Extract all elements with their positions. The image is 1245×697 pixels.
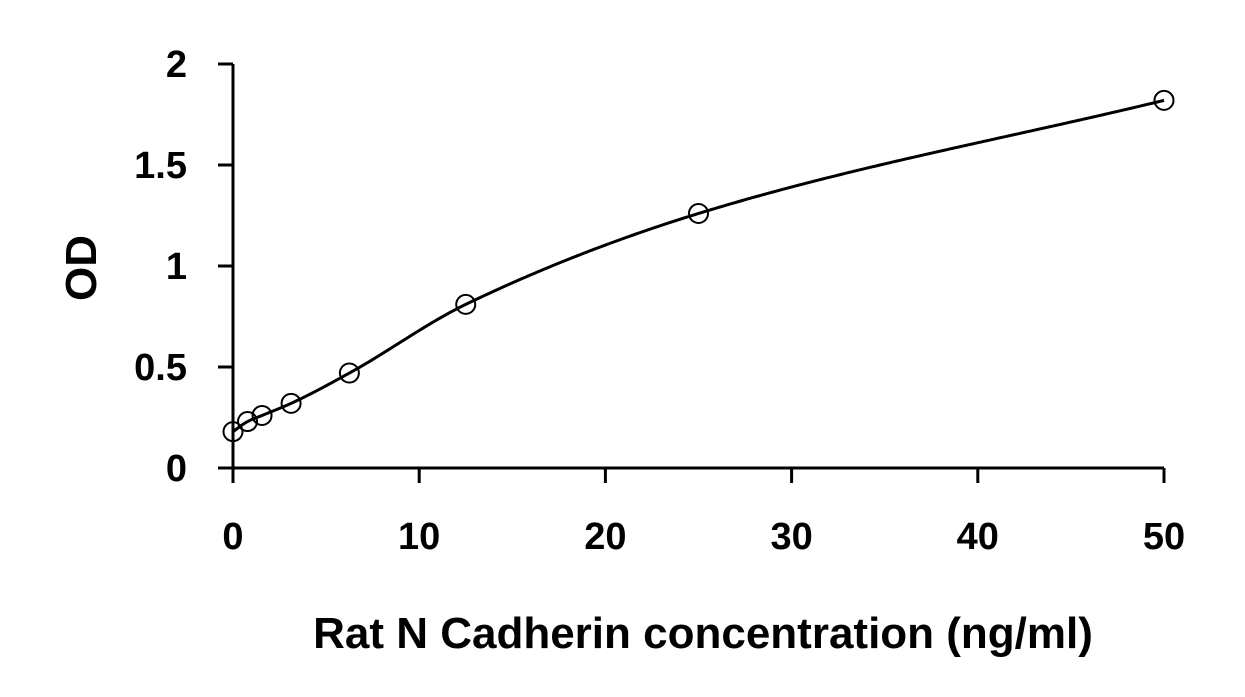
y-tick-label: 2 (166, 44, 187, 86)
data-point (338, 362, 360, 384)
x-tick-label: 40 (957, 516, 999, 558)
data-points (222, 89, 1175, 443)
y-tick-label: 0 (166, 448, 187, 490)
x-tick-label: 20 (584, 516, 626, 558)
x-tick-label: 50 (1143, 516, 1185, 558)
data-point (251, 404, 273, 426)
y-axis-title: OD (57, 235, 106, 301)
data-point (1153, 89, 1175, 111)
data-point (237, 411, 259, 433)
x-tick-label: 10 (398, 516, 440, 558)
data-point (222, 421, 244, 443)
data-point (455, 293, 477, 315)
y-tick-label: 1.5 (134, 145, 187, 187)
x-tick-label: 30 (770, 516, 812, 558)
fit-curve (232, 98, 1165, 433)
y-tick-label: 0.5 (134, 347, 187, 389)
y-tick-label: 1 (166, 246, 187, 288)
data-point (280, 392, 302, 414)
y-axis-ticks: 0 0.5 1 1.5 2 (134, 44, 233, 490)
x-tick-label: 0 (222, 516, 243, 558)
data-point (688, 202, 709, 224)
x-axis-title: Rat N Cadherin concentration (ng/ml) (313, 609, 1093, 658)
axes (231, 64, 1164, 470)
x-axis-ticks: 0 10 20 30 40 50 (222, 468, 1185, 558)
